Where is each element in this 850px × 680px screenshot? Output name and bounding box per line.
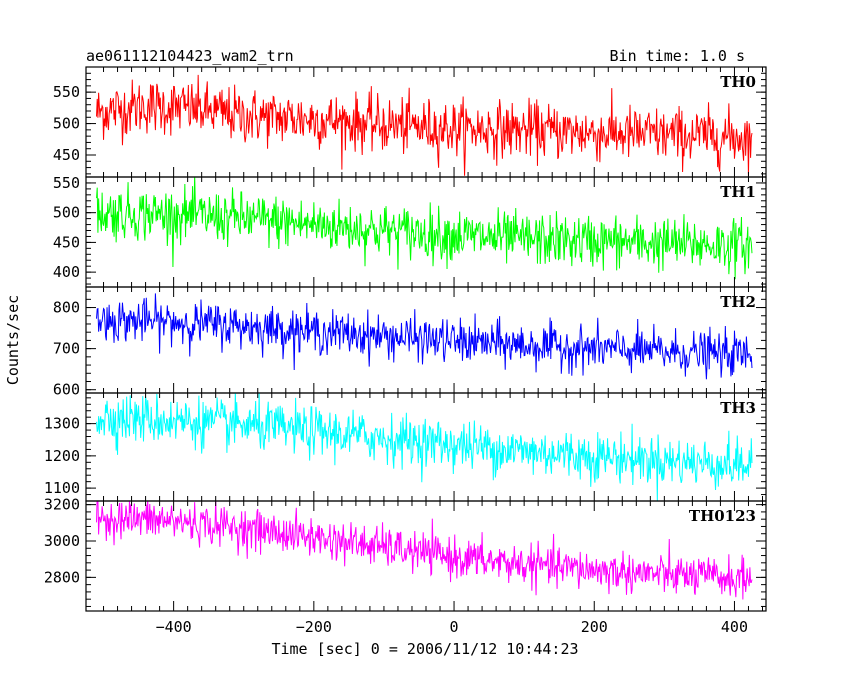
series-line-th1 <box>96 177 753 280</box>
y-tick-label: 550 <box>53 83 80 101</box>
panel-label-th0123: TH0123 <box>689 507 756 525</box>
y-tick-label: 700 <box>53 340 80 358</box>
series-line-th3 <box>96 393 753 501</box>
series-line-th0 <box>96 74 753 177</box>
panel-frame-th2 <box>85 286 767 394</box>
y-tick-label: 3200 <box>44 496 80 514</box>
x-tick-label: 0 <box>450 618 459 636</box>
y-axis-label: Counts/sec <box>4 295 22 385</box>
panel-label-th3: TH3 <box>720 399 756 417</box>
y-tick-label: 450 <box>53 233 80 251</box>
x-tick-label: −200 <box>296 618 332 636</box>
y-tick-label: 1300 <box>44 415 80 433</box>
series-line-th2 <box>96 293 753 380</box>
series-line-th0123 <box>96 501 753 600</box>
y-tick-label: 500 <box>53 115 80 133</box>
panel-frame-th0123 <box>85 500 767 612</box>
y-tick-label: 400 <box>53 263 80 281</box>
y-tick-label: 500 <box>53 204 80 222</box>
panels: 450 500 550 TH0 400 450 500 550 TH1 600 700 800 TH2 1… <box>44 66 767 636</box>
y-tick-label: 2800 <box>44 568 80 586</box>
chart-title: ae061112104423_wam2_trn <box>86 47 294 65</box>
y-tick-label: 450 <box>53 146 80 164</box>
y-tick-label: 1200 <box>44 447 80 465</box>
y-tick-label: 600 <box>53 381 80 399</box>
x-tick-label: 400 <box>721 618 748 636</box>
panel-label-th2: TH2 <box>720 293 756 311</box>
x-axis-label: Time [sec] 0 = 2006/11/12 10:44:23 <box>271 640 578 658</box>
x-tick-label: 200 <box>581 618 608 636</box>
panel-label-th1: TH1 <box>720 183 756 201</box>
y-tick-label: 550 <box>53 174 80 192</box>
y-tick-label: 1100 <box>44 479 80 497</box>
bin-time-label: Bin time: 1.0 s <box>610 47 745 65</box>
x-tick-label: −400 <box>156 618 192 636</box>
panel-label-th0: TH0 <box>720 73 756 91</box>
y-tick-label: 3000 <box>44 532 80 550</box>
y-tick-label: 800 <box>53 299 80 317</box>
